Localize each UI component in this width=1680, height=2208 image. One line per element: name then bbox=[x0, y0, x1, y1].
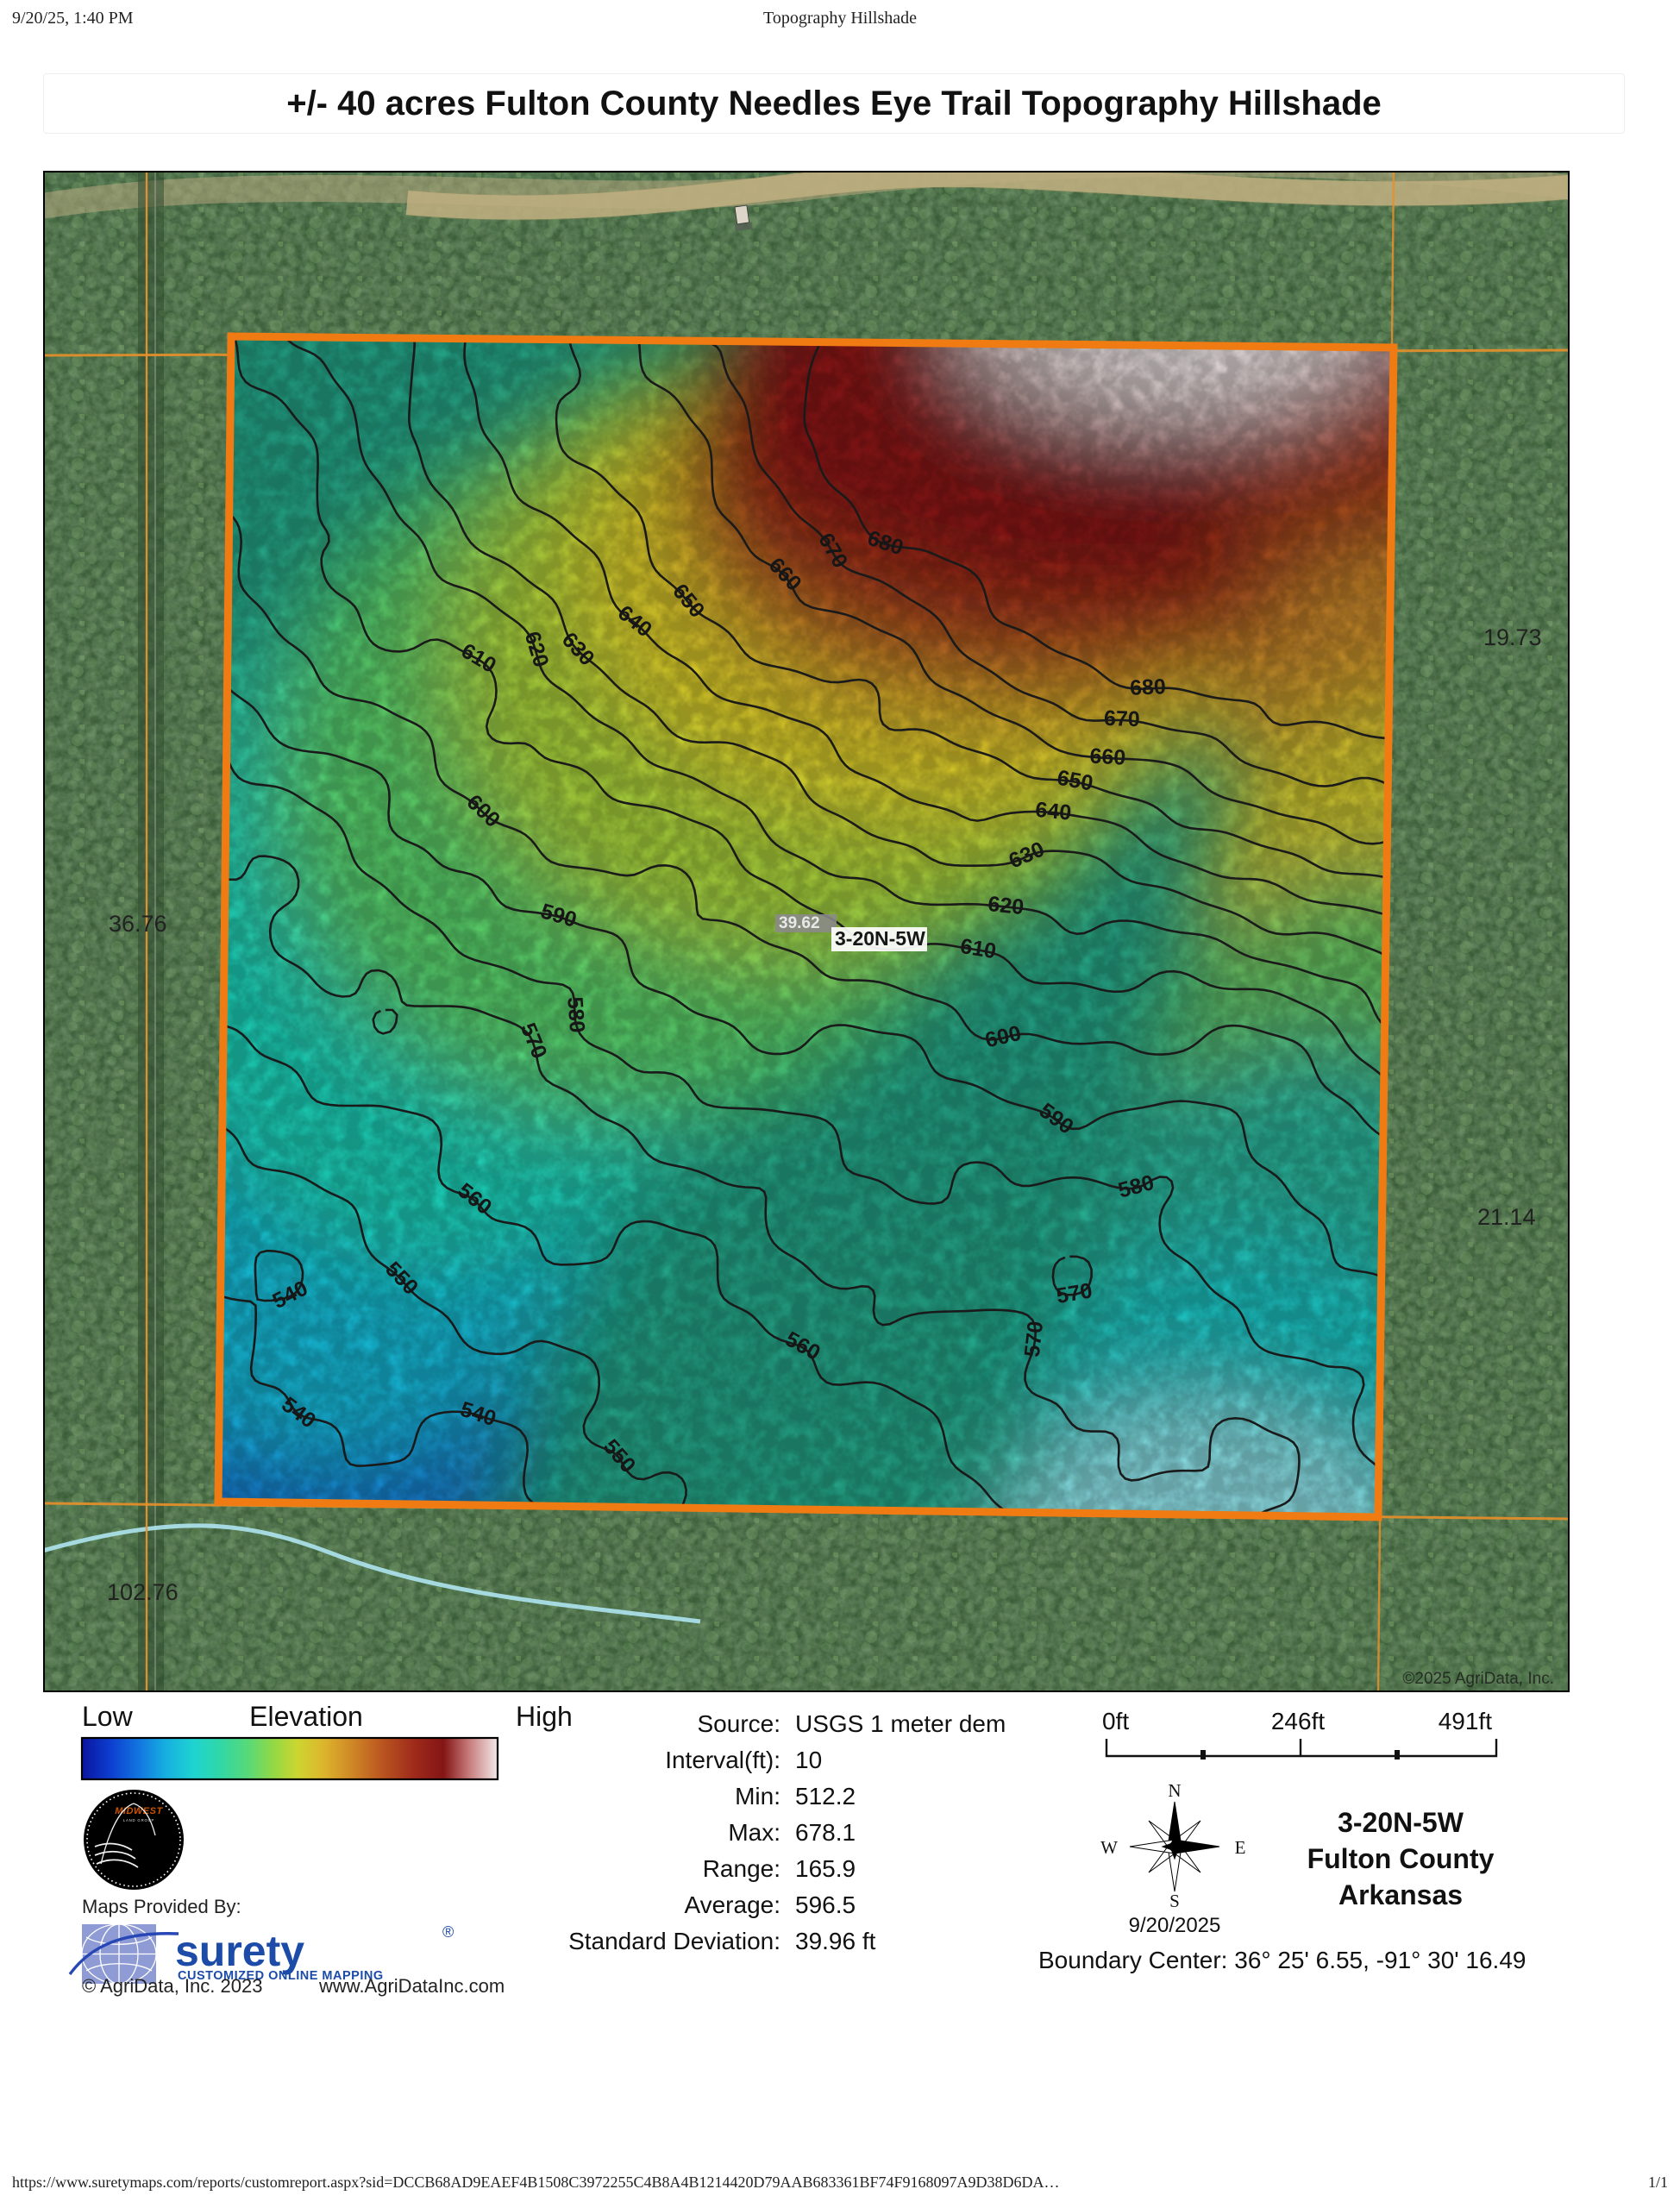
svg-text:S: S bbox=[1169, 1891, 1180, 1911]
svg-text:491ft: 491ft bbox=[1439, 1708, 1492, 1734]
svg-text:Max:: Max: bbox=[728, 1819, 780, 1846]
svg-text:165.9: 165.9 bbox=[795, 1855, 856, 1882]
svg-text:640: 640 bbox=[1034, 798, 1072, 825]
svg-text:Elevation: Elevation bbox=[249, 1706, 363, 1732]
svg-text:Arkansas: Arkansas bbox=[1338, 1879, 1463, 1910]
svg-text:W: W bbox=[1100, 1837, 1118, 1858]
svg-text:680: 680 bbox=[1129, 674, 1166, 700]
svg-text:Low: Low bbox=[82, 1706, 134, 1732]
svg-text:21.14: 21.14 bbox=[1477, 1204, 1536, 1230]
svg-text:102.76: 102.76 bbox=[107, 1579, 179, 1605]
svg-text:E: E bbox=[1235, 1837, 1246, 1858]
svg-text:MIDWEST: MIDWEST bbox=[115, 1806, 163, 1816]
svg-text:surety: surety bbox=[175, 1927, 304, 1975]
svg-text:570: 570 bbox=[1020, 1320, 1048, 1358]
svg-text:Min:: Min: bbox=[735, 1783, 780, 1810]
svg-text:678.1: 678.1 bbox=[795, 1819, 856, 1846]
svg-text:620: 620 bbox=[987, 892, 1025, 919]
svg-text:670: 670 bbox=[1104, 706, 1141, 731]
svg-text:19.73: 19.73 bbox=[1483, 624, 1542, 650]
svg-text:39.62: 39.62 bbox=[779, 914, 820, 932]
svg-text:3-20N-5W: 3-20N-5W bbox=[835, 927, 925, 950]
svg-text:High: High bbox=[516, 1706, 573, 1732]
svg-text:3-20N-5W: 3-20N-5W bbox=[1338, 1807, 1464, 1838]
svg-text:660: 660 bbox=[1089, 744, 1126, 770]
svg-text:Average:: Average: bbox=[684, 1891, 780, 1918]
svg-text:Interval(ft):: Interval(ft): bbox=[665, 1747, 780, 1773]
svg-text:Maps Provided By:: Maps Provided By: bbox=[82, 1896, 241, 1917]
svg-text:580: 580 bbox=[562, 996, 589, 1034]
svg-text:Boundary Center: 36° 25' 6.55,: Boundary Center: 36° 25' 6.55, -91° 30' … bbox=[1038, 1947, 1526, 1973]
svg-text:© AgriData, Inc. 2023: © AgriData, Inc. 2023 bbox=[82, 1975, 262, 1997]
svg-text:N: N bbox=[1168, 1780, 1181, 1801]
svg-text:39.96 ft: 39.96 ft bbox=[795, 1928, 876, 1954]
svg-text:9/20/2025: 9/20/2025 bbox=[1129, 1914, 1221, 1937]
svg-text:©2025 AgriData, Inc.: ©2025 AgriData, Inc. bbox=[1402, 1670, 1554, 1688]
svg-text:36.76: 36.76 bbox=[109, 911, 167, 937]
svg-text:Source:: Source: bbox=[698, 1710, 781, 1737]
svg-text:10: 10 bbox=[795, 1747, 822, 1773]
svg-text:512.2: 512.2 bbox=[795, 1783, 856, 1810]
svg-text:246ft: 246ft bbox=[1271, 1708, 1325, 1734]
svg-text:Fulton County: Fulton County bbox=[1307, 1843, 1495, 1874]
svg-text:0ft: 0ft bbox=[1102, 1708, 1129, 1734]
svg-text:®: ® bbox=[442, 1923, 454, 1941]
svg-text:USGS 1 meter dem: USGS 1 meter dem bbox=[795, 1710, 1006, 1737]
svg-text:www.AgriDataInc.com: www.AgriDataInc.com bbox=[318, 1975, 505, 1997]
svg-text:Range:: Range: bbox=[703, 1855, 780, 1882]
svg-text:596.5: 596.5 bbox=[795, 1891, 856, 1918]
svg-text:Standard Deviation:: Standard Deviation: bbox=[568, 1928, 780, 1954]
